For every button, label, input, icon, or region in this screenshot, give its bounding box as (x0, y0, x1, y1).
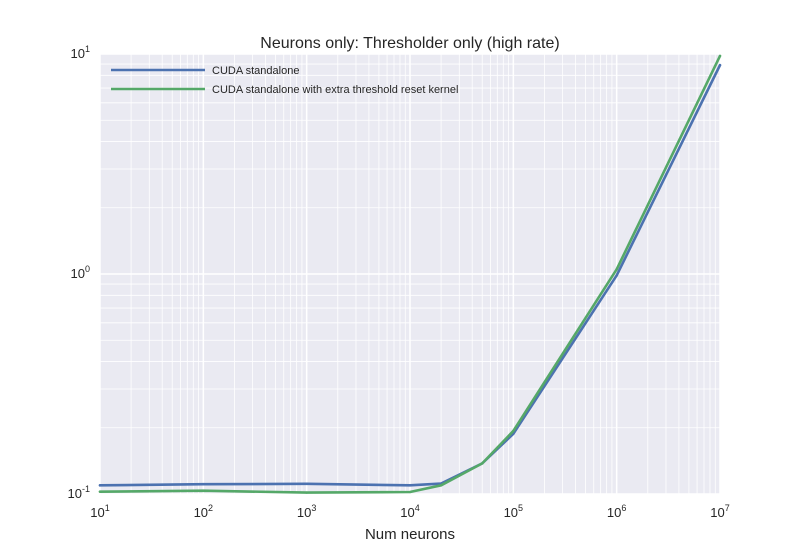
x-tick-labels: 101 102 103 104 105 106 107 (90, 503, 729, 520)
chart-title: Neurons only: Thresholder only (high rat… (260, 35, 559, 52)
series-point-1 (615, 268, 618, 271)
x-tick-label: 106 (607, 503, 626, 520)
series-point-0 (305, 482, 308, 486)
x-tick-label: 104 (400, 503, 419, 520)
series-layer (98, 54, 722, 494)
series-point-1 (98, 490, 102, 493)
series-point-0 (98, 484, 102, 487)
series-point-1 (439, 484, 443, 487)
y-tick-label: 101 (71, 44, 90, 61)
y-tick-label: 10-1 (68, 484, 90, 501)
series-point-1 (202, 489, 205, 492)
x-tick-label: 103 (297, 503, 316, 520)
legend-label-0: CUDA standalone (212, 65, 299, 77)
series-point-0 (615, 274, 618, 277)
series-point-1 (512, 429, 515, 433)
x-tick-label: 102 (194, 503, 213, 520)
x-axis-label: Num neurons (365, 526, 455, 543)
series-point-0 (718, 63, 722, 67)
series-point-1 (718, 54, 722, 58)
series-point-1 (481, 462, 484, 465)
legend: CUDA standalone CUDA standalone with extr… (111, 65, 458, 96)
series-point-0 (408, 484, 412, 487)
series-point-1 (408, 490, 412, 494)
y-tick-labels: 10-1 100 101 (68, 44, 90, 501)
series-point-1 (305, 491, 308, 494)
series-point-0 (202, 483, 205, 486)
x-tick-label: 105 (504, 503, 523, 520)
x-tick-label: 107 (710, 503, 729, 520)
y-tick-label: 100 (71, 264, 90, 281)
x-tick-label: 101 (90, 503, 109, 520)
legend-label-1: CUDA standalone with extra threshold res… (212, 84, 458, 96)
